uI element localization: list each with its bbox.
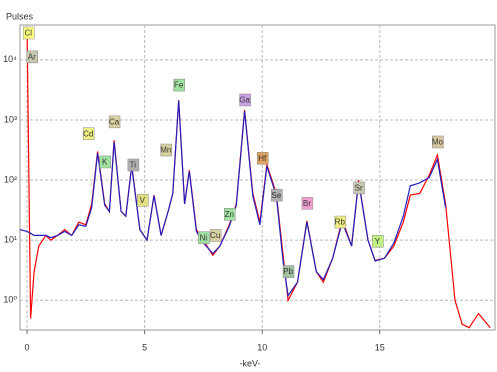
annotation-label: Sr (355, 184, 363, 193)
annotation-box (282, 265, 295, 278)
y-tick-label: 10⁴ (3, 54, 17, 64)
annotation-box (22, 26, 35, 40)
y-tick-label: 10² (4, 174, 17, 184)
annotation-box (173, 78, 185, 92)
y-axis-label: Pulses (6, 11, 34, 21)
annotation-box (372, 234, 384, 248)
annotation-box (271, 188, 283, 202)
y-tick-label: 10⁰ (3, 295, 17, 305)
annotation-box (198, 231, 210, 244)
annotation-label: Cu (210, 231, 220, 240)
y-tick-label: 10¹ (4, 235, 17, 245)
annotation-box (108, 115, 121, 129)
annotation-label: Mn (160, 146, 171, 155)
x-tick-label: 0 (25, 342, 30, 352)
annotation-box (82, 127, 95, 140)
annotation-label: K (102, 158, 108, 167)
annotation-box (209, 229, 222, 242)
annotation-box (137, 194, 149, 207)
annotation-label: Ca (109, 117, 120, 126)
x-axis-label: -keV- (239, 358, 260, 368)
annotation-label: Ti (130, 161, 137, 170)
annotation-label: Ar (28, 52, 36, 61)
annotation-label: Cd (83, 129, 93, 138)
x-tick-label: 15 (375, 342, 385, 352)
annotation-label: Mo (432, 138, 444, 147)
annotation-label: Rb (335, 218, 346, 227)
annotation-box (239, 93, 251, 107)
annotation-label: Zn (225, 210, 234, 219)
annotation-label: Ga (239, 96, 250, 105)
annotation-box (432, 135, 444, 149)
annotation-box (99, 155, 111, 169)
y-tick-label: 10³ (4, 114, 17, 124)
annotation-label: Pb (283, 267, 293, 276)
annotation-box (256, 152, 269, 165)
plot-area (19, 24, 496, 331)
annotation-box (160, 143, 173, 157)
annotation-label: Hf (258, 154, 267, 163)
annotation-label: Se (271, 191, 281, 200)
x-tick-label: 5 (142, 342, 147, 352)
annotation-label: Ni (200, 233, 208, 242)
annotation-label: V (140, 196, 146, 205)
annotation-box (224, 207, 236, 221)
x-tick-label: 10 (257, 342, 267, 352)
annotation-box (127, 158, 140, 172)
annotation-label: Br (303, 199, 311, 208)
annotation-label: Cl (24, 29, 32, 38)
annotation-label: Y (375, 237, 381, 246)
annotation-box (334, 215, 347, 229)
annotation-label: Fe (174, 81, 184, 90)
annotation-box (301, 197, 314, 210)
annotation-box (353, 181, 365, 195)
annotation-box (26, 50, 39, 64)
